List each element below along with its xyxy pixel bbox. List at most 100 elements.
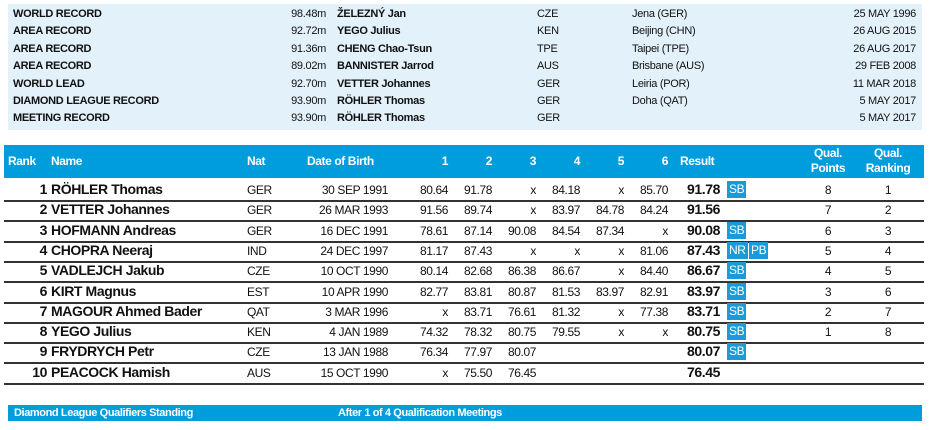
qualifiers-standing-bar: Diamond League Qualifiers Standing After… xyxy=(8,405,922,421)
qual-points: 1 xyxy=(824,325,832,340)
attempt-5: 87.34 xyxy=(595,223,624,238)
qual-ranking: 7 xyxy=(884,304,892,319)
athlete-name: HOFMANN Andreas xyxy=(51,221,176,238)
attempt-3: 80.75 xyxy=(507,325,536,340)
qual-ranking: 4 xyxy=(884,243,892,258)
result: 80.07 xyxy=(686,343,720,360)
rank: 10 xyxy=(32,363,47,380)
attempt-1: 82.77 xyxy=(419,284,448,299)
table-row: 4 CHOPRA Neeraj IND 24 DEC 1997 81.17 87.43 x x… xyxy=(4,241,924,263)
col-attempt-3: 3 xyxy=(529,154,537,168)
badge-sb: SB xyxy=(727,302,747,320)
record-label: DIAMOND LEAGUE RECORD xyxy=(13,95,159,107)
nationality: IND xyxy=(247,243,267,258)
record-label: WORLD RECORD xyxy=(13,8,102,20)
table-row: 2 VETTER Johannes GER 26 MAR 1993 91.56 89.74… xyxy=(4,200,924,223)
attempt-5: x xyxy=(618,304,624,319)
attempt-3: x xyxy=(530,183,536,197)
attempt-1: 76.34 xyxy=(419,345,448,360)
athlete-name: MAGOUR Ahmed Bader xyxy=(51,302,202,319)
record-mark: 92.70m xyxy=(291,77,326,90)
attempt-1: x xyxy=(442,365,448,380)
attempt-5: x xyxy=(618,183,624,197)
record-athlete: YEGO Julius xyxy=(337,25,401,38)
result: 91.78 xyxy=(686,181,720,197)
attempt-4: 83.97 xyxy=(551,203,580,218)
athlete-name: YEGO Julius xyxy=(51,323,132,340)
attempt-4: 86.67 xyxy=(551,264,580,279)
col-attempt-6: 6 xyxy=(661,154,669,168)
rank: 6 xyxy=(39,282,48,299)
result: 76.45 xyxy=(686,363,720,380)
nationality: GER xyxy=(247,223,272,238)
result: 83.97 xyxy=(686,282,720,299)
athlete-name: KIRT Magnus xyxy=(51,282,137,299)
record-nat: CZE xyxy=(537,8,559,20)
result: 91.56 xyxy=(686,201,720,218)
athlete-name: FRYDRYCH Petr xyxy=(51,343,154,360)
attempt-3: 86.38 xyxy=(507,264,536,279)
attempt-6: 84.24 xyxy=(639,203,668,218)
record-date: 26 AUG 2015 xyxy=(853,25,916,38)
standing-subtitle: After 1 of 4 Qualification Meetings xyxy=(338,407,502,419)
results-table-header: Rank Name Nat Date of Birth 1 2 3 4 5 6 … xyxy=(4,145,924,178)
attempt-2: 77.97 xyxy=(463,345,492,360)
badge-sb: SB xyxy=(727,282,747,300)
qual-points: 4 xyxy=(824,264,832,279)
attempt-5: x xyxy=(618,243,624,258)
attempt-1: x xyxy=(442,304,448,319)
date-of-birth: 10 APR 1990 xyxy=(321,284,389,299)
rank: 4 xyxy=(39,241,48,258)
attempt-6: x xyxy=(662,223,668,238)
date-of-birth: 30 SEP 1991 xyxy=(321,183,389,197)
badge-sb: SB xyxy=(727,343,747,361)
badge-nr: NR xyxy=(727,241,748,259)
rank: 3 xyxy=(39,221,48,238)
rank: 1 xyxy=(39,181,48,197)
record-date: 25 MAY 1996 xyxy=(853,8,917,20)
attempt-6: 84.40 xyxy=(639,264,668,279)
attempt-4: 81.32 xyxy=(551,304,580,319)
rank: 8 xyxy=(39,323,48,340)
date-of-birth: 26 MAR 1993 xyxy=(319,203,388,218)
table-row: 10 PEACOCK Hamish AUS 15 OCT 1990 x 75.50 76.4… xyxy=(4,363,924,385)
attempt-3: 80.07 xyxy=(507,345,536,360)
date-of-birth: 10 OCT 1990 xyxy=(320,264,389,279)
attempt-5: x xyxy=(618,325,624,340)
nationality: CZE xyxy=(247,345,270,360)
athlete-name: VADLEJCH Jakub xyxy=(51,262,165,279)
attempt-1: 81.17 xyxy=(419,243,448,258)
record-venue: Leiria (POR) xyxy=(632,77,690,90)
rank: 7 xyxy=(39,302,48,319)
badge-sb: SB xyxy=(727,262,747,280)
attempt-3: x xyxy=(530,203,536,218)
record-venue: Jena (GER) xyxy=(632,8,688,20)
record-venue: Beijing (CHN) xyxy=(632,25,696,38)
qual-ranking: 1 xyxy=(884,183,892,197)
col-attempt-2: 2 xyxy=(485,154,493,168)
nationality: KEN xyxy=(247,325,271,340)
attempt-2: 83.71 xyxy=(463,304,492,319)
attempt-6: 82.91 xyxy=(639,284,668,299)
result: 86.67 xyxy=(686,262,720,279)
record-athlete: ŽELEZNÝ Jan xyxy=(337,8,406,20)
record-nat: GER xyxy=(537,112,560,125)
table-row: 9 FRYDRYCH Petr CZE 13 JAN 1988 76.34 77.97 80… xyxy=(4,342,924,365)
qual-ranking: 2 xyxy=(884,203,892,218)
attempt-1: 78.61 xyxy=(419,223,448,238)
attempt-1: 74.32 xyxy=(419,325,448,340)
badge-sb: SB xyxy=(727,221,747,239)
record-date: 11 MAR 2018 xyxy=(852,77,916,90)
col-rank: Rank xyxy=(8,154,36,168)
col-nat: Nat xyxy=(247,154,266,168)
record-date: 5 MAY 2017 xyxy=(859,95,916,107)
qual-points: 8 xyxy=(824,183,832,197)
athlete-name: CHOPRA Neeraj xyxy=(51,241,153,258)
badge-sb: SB xyxy=(727,181,747,198)
attempt-5: 83.97 xyxy=(595,284,624,299)
record-athlete: RÖHLER Thomas xyxy=(337,95,425,107)
attempt-2: 89.74 xyxy=(463,203,492,218)
record-athlete: BANNISTER Jarrod xyxy=(337,60,434,73)
record-label: MEETING RECORD xyxy=(13,112,110,125)
badge-sb: SB xyxy=(727,323,747,341)
